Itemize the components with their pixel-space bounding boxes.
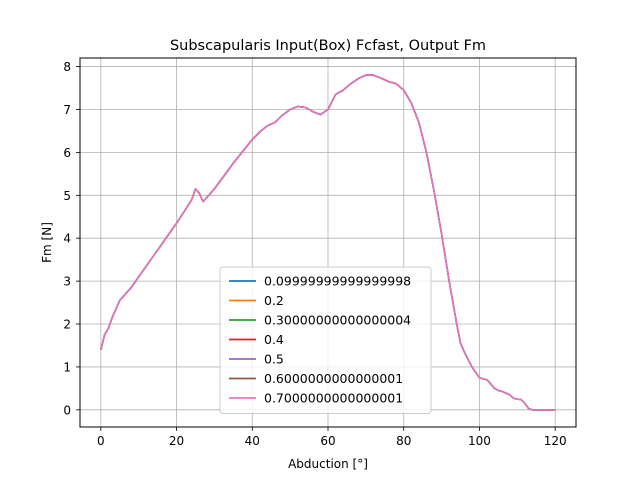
legend-label: 0.5: [264, 352, 284, 367]
legend: 0.09999999999999998 0.2 0.3000000000000000…: [219, 266, 432, 414]
legend-label: 0.7000000000000001: [264, 391, 403, 406]
y-axis-label: Fm [N]: [40, 222, 54, 263]
x-tick-label: 20: [169, 434, 184, 448]
x-tick-label: 120: [544, 434, 567, 448]
x-tick-label: 40: [245, 434, 260, 448]
series-line-7: [100, 74, 556, 411]
y-tick-label: 5: [63, 189, 71, 203]
y-tick-label: 4: [63, 232, 71, 246]
legend-label: 0.2: [264, 293, 284, 308]
legend-box: [219, 266, 432, 414]
legend-label: 0.4: [264, 332, 284, 347]
y-tick-label: 1: [63, 360, 71, 374]
legend-label: 0.30000000000000004: [264, 313, 411, 328]
chart-title: Subscapularis Input(Box) Fcfast, Output …: [170, 38, 486, 54]
series-lines: [100, 74, 556, 411]
y-tick-label: 3: [63, 275, 71, 289]
y-tick-label: 8: [63, 60, 71, 74]
legend-label: 0.6000000000000001: [264, 371, 403, 386]
x-tick-label: 100: [468, 434, 491, 448]
x-tick-label: 80: [396, 434, 411, 448]
y-tick-label: 6: [63, 146, 71, 160]
legend-label: 0.09999999999999998: [264, 274, 411, 289]
y-tick-label: 7: [63, 103, 71, 117]
y-tick-label: 0: [63, 403, 71, 417]
axis-ticks: 0 20 40 60 80 100 120 0 1 2 3 4 5 6 7 8: [63, 60, 566, 448]
x-axis-label: Abduction [°]: [288, 457, 368, 471]
x-tick-label: 60: [320, 434, 335, 448]
y-tick-label: 2: [63, 318, 71, 332]
x-tick-label: 0: [97, 434, 105, 448]
